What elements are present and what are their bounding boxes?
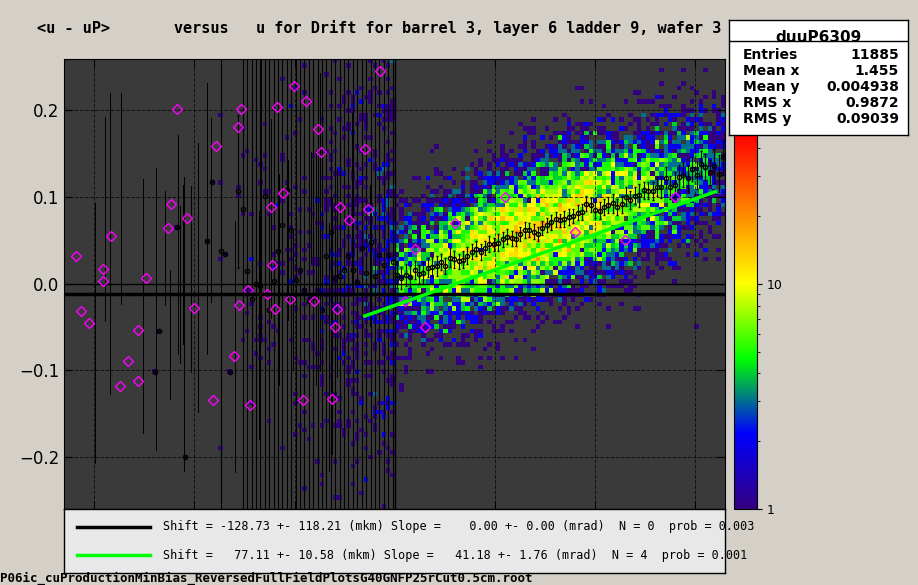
Text: RMS x: RMS x xyxy=(744,95,791,109)
Text: Mean x: Mean x xyxy=(744,64,800,78)
Text: 0.004938: 0.004938 xyxy=(826,80,899,94)
Text: P06ic_cuProductionMinBias_ReversedFullFieldPlotsG40GNFP25rCut0.5cm.root: P06ic_cuProductionMinBias_ReversedFullFi… xyxy=(0,572,532,585)
Text: Shift =   77.11 +- 10.58 (mkm) Slope =   41.18 +- 1.76 (mrad)  N = 4  prob = 0.0: Shift = 77.11 +- 10.58 (mkm) Slope = 41.… xyxy=(163,549,747,562)
Text: Shift = -128.73 +- 118.21 (mkm) Slope =    0.00 +- 0.00 (mrad)  N = 0  prob = 0.: Shift = -128.73 +- 118.21 (mkm) Slope = … xyxy=(163,521,755,534)
Text: 0.09039: 0.09039 xyxy=(836,112,899,126)
Text: <u - uP>       versus   u for Drift for barrel 3, layer 6 ladder 9, wafer 3: <u - uP> versus u for Drift for barrel 3… xyxy=(37,20,722,36)
Text: 11885: 11885 xyxy=(850,48,899,61)
Text: Mean y: Mean y xyxy=(744,80,800,94)
Text: RMS y: RMS y xyxy=(744,112,791,126)
Text: duuP6309: duuP6309 xyxy=(776,30,861,44)
Text: 0.9872: 0.9872 xyxy=(845,95,899,109)
Text: Entries: Entries xyxy=(744,48,799,61)
Text: 1.455: 1.455 xyxy=(855,64,899,78)
